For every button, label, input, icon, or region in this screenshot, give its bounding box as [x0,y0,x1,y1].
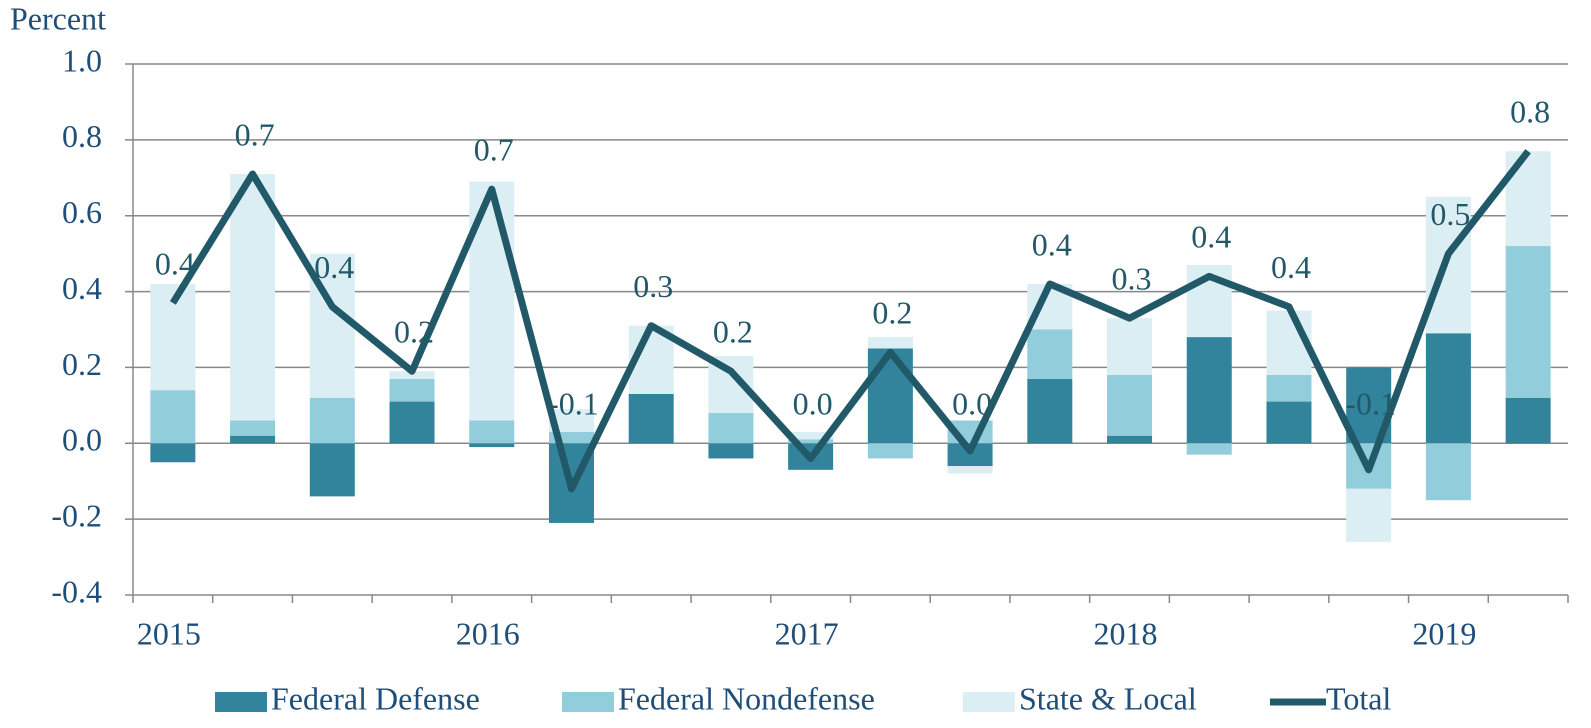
y-tick-label: -0.4 [51,573,102,609]
data-label: 0.2 [713,314,753,350]
data-label: 0.4 [314,249,354,285]
data-label: 0.7 [474,132,514,168]
data-label: 0.7 [235,116,275,152]
data-label: 0.3 [1112,260,1152,296]
y-tick-label: -0.2 [51,497,102,533]
bar [867,337,913,349]
legend-swatch [963,692,1015,712]
legend-label: Total [1326,680,1391,716]
bar [1505,397,1551,444]
x-tick-label: 2019 [1412,615,1476,651]
bar [947,466,993,474]
bar [1027,378,1073,444]
bar [1107,318,1153,376]
data-label: 0.4 [1032,226,1072,262]
bar [1505,246,1551,398]
bar [1505,151,1551,247]
bar [150,390,196,444]
bar [1186,337,1232,444]
y-tick-label: 0.4 [62,270,102,306]
bar [230,173,276,421]
bar [708,412,754,444]
bar [628,393,674,444]
legend-swatch [562,692,614,712]
bar [1266,375,1312,402]
bar [230,420,276,436]
bar [548,431,594,444]
data-label: 0.8 [1510,94,1550,130]
bar [1027,329,1073,379]
line [169,149,1531,493]
bar [788,439,834,444]
data-label: 0.0 [793,386,833,422]
bar [867,348,913,444]
x-tick-label: 2016 [456,615,520,651]
bar [389,401,435,444]
bar [230,435,276,444]
bar [389,371,435,379]
data-label: 0.3 [633,268,673,304]
bar [867,443,913,459]
bar [1107,435,1153,444]
y-tick-label: 1.0 [62,42,102,78]
bar [469,420,515,444]
x-tick-label: 2015 [137,615,201,651]
bar [1186,443,1232,455]
legend-label: State & Local [1019,680,1197,716]
y-axis-label: Percent [10,0,106,36]
bar [548,409,594,432]
y-tick-label: 0.6 [62,194,102,230]
data-label: 0.4 [1191,219,1231,255]
bar [150,443,196,463]
data-label: 0.5 [1430,196,1470,232]
bar [1425,443,1471,501]
data-label: 0.4 [1271,249,1311,285]
legend-label: Federal Nondefense [618,680,875,716]
bar [708,443,754,459]
data-label: 0.2 [872,295,912,331]
bar [788,431,834,440]
x-tick-label: 2017 [775,615,839,651]
legend-swatch [215,692,267,712]
x-tick-label: 2018 [1094,615,1158,651]
bar [947,443,993,467]
bar [389,378,435,402]
data-label: -0.1 [548,386,599,422]
bar [1425,196,1471,334]
bar [309,443,355,497]
bar [469,443,515,448]
bar [1425,333,1471,444]
bar [1346,488,1392,542]
bar [1266,401,1312,444]
bar [309,397,355,444]
y-tick-label: 0.2 [62,346,102,382]
bar [1107,375,1153,436]
y-tick-label: 0.0 [62,422,102,458]
y-tick-label: 0.8 [62,118,102,154]
legend-label: Federal Defense [271,680,480,716]
